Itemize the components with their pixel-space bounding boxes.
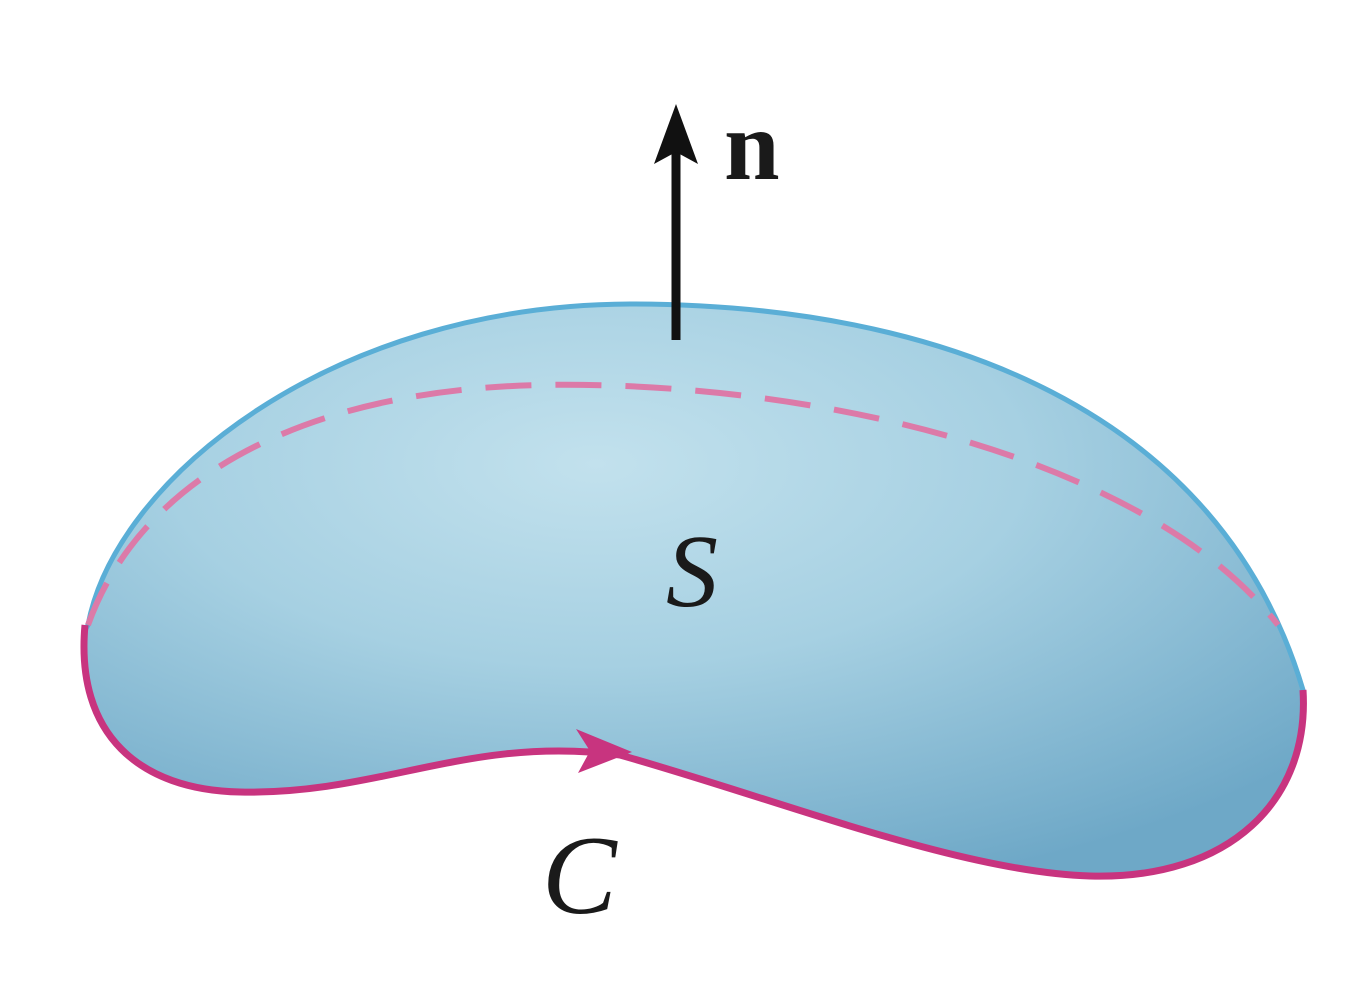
normal-vector-label: n [724,90,780,201]
curve-orientation-arrow-icon [576,729,632,773]
hidden-boundary-dashed [85,381,1281,627]
surface-label: S [666,514,718,629]
normal-vector-arrowhead-icon [654,104,698,164]
curve-label: C [542,814,617,938]
boundary-curve-c [80,624,1307,880]
